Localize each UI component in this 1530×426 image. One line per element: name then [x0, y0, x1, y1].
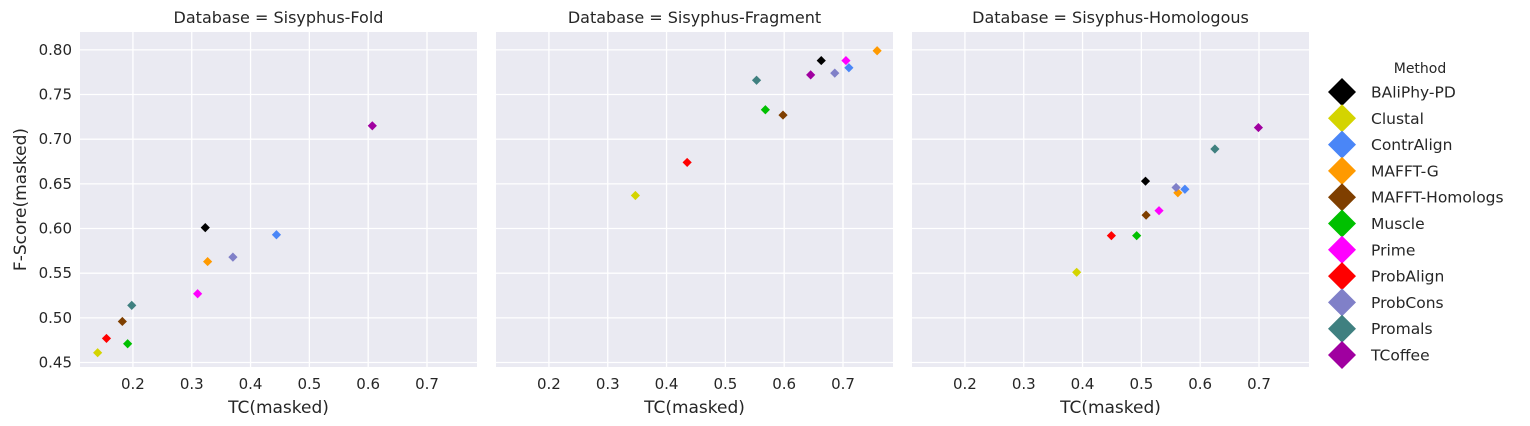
y-tick-label: 0.50	[39, 309, 72, 327]
x-tick-label: 0.7	[415, 375, 439, 393]
x-tick-label: 0.6	[772, 375, 796, 393]
point-clustal	[630, 190, 640, 201]
point-promals	[127, 300, 137, 310]
panel-1: 0.2 0.3 0.4 0.5 0.6 0.7 0.45 0.50 0.55 0.60 0.65 0.…	[11, 8, 477, 418]
point-muscle	[1132, 231, 1142, 241]
legend-marker-muscle	[1328, 209, 1356, 238]
x-tick-label: 0.2	[121, 375, 145, 393]
legend-label: MAFFT-Homologs	[1371, 189, 1504, 207]
point-probalign	[682, 157, 692, 168]
point-mafft-g	[203, 256, 213, 267]
legend-marker-contralign	[1328, 130, 1356, 159]
legend-label: ProbCons	[1371, 294, 1444, 312]
plot-area	[80, 32, 477, 367]
point-probcons	[830, 68, 840, 78]
legend-label: Muscle	[1371, 215, 1425, 233]
legend-marker-probalign	[1328, 262, 1356, 291]
x-tick-label: 0.4	[1071, 375, 1095, 393]
x-tick-label: 0.4	[655, 375, 679, 393]
x-axis-label: TC(masked)	[1059, 398, 1161, 418]
y-tick-label: 0.75	[39, 86, 72, 104]
legend-marker-baliphy-pd	[1328, 78, 1356, 106]
point-probcons	[1171, 182, 1181, 193]
legend-label: Prime	[1371, 241, 1415, 259]
x-tick-label: 0.6	[356, 375, 380, 393]
point-clustal	[1072, 267, 1082, 277]
legend-marker-probcons	[1328, 288, 1356, 317]
y-tick-label: 0.80	[39, 41, 72, 59]
legend-label: ContrAlign	[1371, 136, 1452, 154]
y-tick-label: 0.70	[39, 130, 72, 148]
legend-label: TCoffee	[1370, 347, 1430, 365]
x-tick-label: 0.2	[537, 375, 561, 393]
x-tick-label: 0.5	[713, 375, 737, 393]
point-baliphy-pd	[816, 55, 826, 66]
legend-marker-tcoffee	[1328, 341, 1356, 369]
point-prime	[193, 289, 203, 299]
legend-title: Method	[1394, 61, 1447, 77]
point-mafft-g	[872, 46, 882, 56]
point-muscle	[123, 339, 133, 349]
y-tick-label: 0.45	[39, 354, 72, 372]
point-promals	[751, 75, 762, 85]
point-probcons	[228, 252, 238, 262]
legend-label: ProbAlign	[1371, 268, 1444, 286]
point-probalign	[101, 333, 112, 344]
x-tick-label: 0.6	[1188, 375, 1212, 393]
x-tick-label: 0.3	[1012, 375, 1036, 393]
x-tick-label: 0.7	[831, 375, 855, 393]
y-tick-label: 0.60	[39, 220, 72, 238]
point-clustal	[93, 348, 103, 358]
x-tick-label: 0.5	[297, 375, 321, 393]
point-contralign	[1180, 184, 1190, 194]
point-probalign	[1106, 231, 1116, 241]
point-prime	[841, 55, 851, 66]
x-tick-label: 0.4	[239, 375, 263, 393]
y-axis-label: F-Score(masked)	[11, 128, 31, 271]
x-tick-label: 0.3	[180, 375, 204, 393]
x-tick-label: 0.7	[1247, 375, 1271, 393]
legend-label: Clustal	[1371, 110, 1424, 128]
y-tick-label: 0.55	[39, 264, 72, 282]
point-muscle	[760, 105, 770, 115]
x-tick-label: 0.3	[596, 375, 620, 393]
point-tcoffee	[1253, 122, 1264, 133]
point-contralign	[271, 230, 282, 240]
panel-title: Database = Sisyphus-Homologous	[972, 8, 1249, 27]
point-tcoffee	[806, 70, 816, 80]
legend: Method BAliPhy-PD Clustal ContrAlign MAFFT-G…	[1328, 61, 1504, 369]
x-tick-label: 0.2	[953, 375, 977, 393]
x-axis-label: TC(masked)	[643, 398, 745, 418]
legend-marker-clustal	[1328, 104, 1356, 133]
point-promals	[1210, 144, 1220, 154]
point-tcoffee	[367, 121, 377, 131]
point-baliphy-pd	[200, 223, 210, 233]
point-mafft-homologs	[117, 316, 127, 327]
legend-label: BAliPhy-PD	[1371, 84, 1456, 102]
point-baliphy-pd	[1140, 176, 1151, 186]
point-contralign	[844, 63, 854, 73]
panel-3: 0.2 0.3 0.4 0.5 0.6 0.7 Database = Sisyphus-Ho…	[912, 8, 1309, 418]
plot-area	[912, 32, 1309, 367]
point-prime	[1154, 206, 1164, 216]
legend-label: Promals	[1371, 320, 1433, 338]
legend-marker-mafft-homologs	[1328, 183, 1356, 212]
point-mafft-homologs	[1141, 210, 1151, 220]
x-tick-label: 0.5	[1129, 375, 1153, 393]
legend-marker-mafft-g	[1328, 156, 1356, 185]
panel-title: Database = Sisyphus-Fragment	[568, 8, 821, 27]
point-mafft-homologs	[778, 110, 788, 120]
legend-marker-prime	[1328, 235, 1356, 264]
legend-label: MAFFT-G	[1371, 162, 1439, 180]
x-axis-label: TC(masked)	[227, 398, 329, 418]
legend-marker-promals	[1328, 314, 1356, 343]
plot-area	[496, 32, 893, 367]
panel-2: 0.2 0.3 0.4 0.5 0.6 0.7 Database = Sisyphus-Fr…	[496, 8, 893, 418]
panel-title: Database = Sisyphus-Fold	[174, 8, 384, 27]
y-tick-label: 0.65	[39, 175, 72, 193]
